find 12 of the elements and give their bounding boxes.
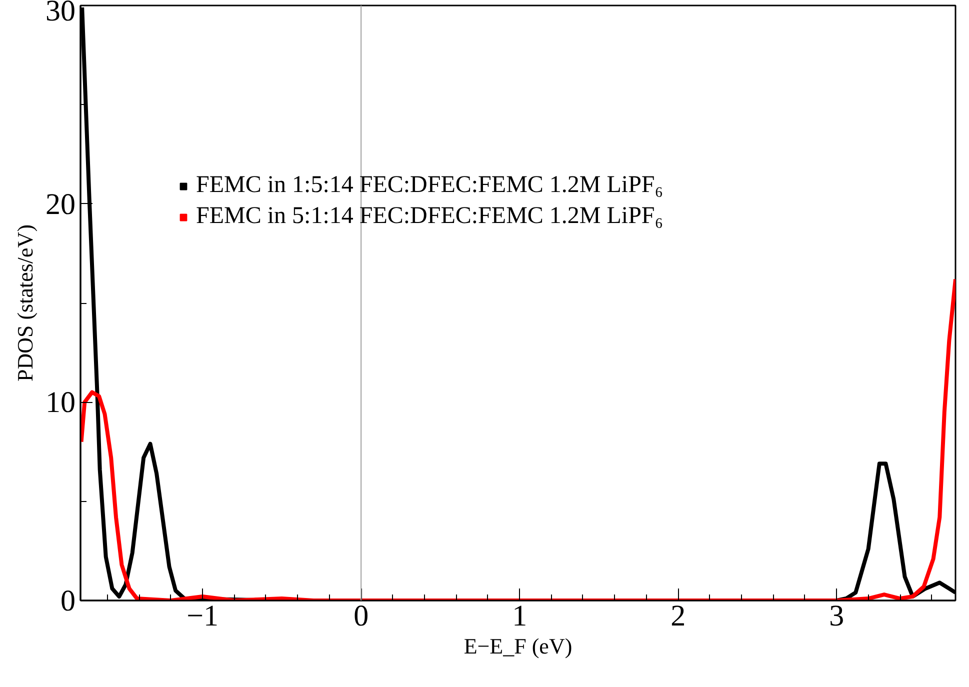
x-tick-label: 0 — [354, 600, 369, 632]
y-tick-label: 10 — [46, 386, 76, 420]
y-tick-label: 20 — [46, 188, 76, 221]
x-tick-label: 2 — [670, 600, 686, 632]
x-tick-label: 1 — [512, 600, 528, 632]
legend-label: FEMC in 5:1:14 FEC:DFEC:FEMC 1.2M LiPF₆ — [196, 203, 664, 230]
x-tick-label: 3 — [829, 600, 844, 632]
y-tick-label: 30 — [46, 0, 76, 28]
legend-label: FEMC in 1:5:14 FEC:DFEC:FEMC 1.2M LiPF₆ — [196, 172, 664, 199]
y-axis-title: PDOS (states/eV) — [12, 224, 38, 382]
x-axis-title: E−E_F (eV) — [464, 634, 572, 658]
x-tick-label: −1 — [186, 600, 219, 632]
